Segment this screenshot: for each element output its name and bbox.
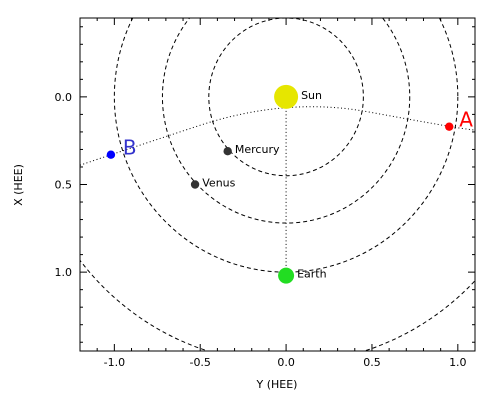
a-marker bbox=[445, 122, 454, 131]
earth-marker bbox=[278, 267, 295, 284]
y-tick-label: 0.0 bbox=[55, 91, 73, 104]
mercury-marker bbox=[223, 147, 232, 156]
earth-label: Earth bbox=[297, 268, 327, 281]
x-tick-label: -1.0 bbox=[104, 356, 125, 369]
x-axis-title: Y (HEE) bbox=[256, 378, 298, 391]
body-labels: Sun Earth Mercury Venus A B bbox=[123, 89, 473, 281]
a-label: A bbox=[459, 108, 473, 132]
y-axis-title: X (HEE) bbox=[12, 164, 25, 206]
sun-label: Sun bbox=[301, 89, 322, 102]
venus-label: Venus bbox=[202, 177, 235, 190]
b-marker bbox=[106, 150, 116, 159]
b-label: B bbox=[123, 136, 137, 160]
plot-frame bbox=[79, 17, 476, 352]
bodies bbox=[106, 84, 454, 284]
venus-marker bbox=[190, 180, 200, 189]
orbit-circles bbox=[80, 18, 475, 351]
x-tick-label: 0.0 bbox=[277, 356, 295, 369]
sun-marker bbox=[274, 84, 299, 109]
y-tick-label: 1.0 bbox=[55, 266, 73, 279]
orbit-circle-4 bbox=[80, 259, 475, 351]
orbit-circle-1 bbox=[208, 18, 364, 177]
mercury-label: Mercury bbox=[235, 143, 280, 156]
x-axis: -1.0 -0.5 0.0 0.5 1.0 bbox=[79, 18, 476, 369]
y-axis: 0.0 0.5 1.0 bbox=[55, 26, 475, 343]
dotted-guides bbox=[80, 96, 475, 276]
x-tick-label: 1.0 bbox=[449, 356, 467, 369]
spacecraft-curve bbox=[80, 106, 475, 166]
x-tick-label: -0.5 bbox=[189, 356, 210, 369]
x-tick-label: 0.5 bbox=[363, 356, 381, 369]
y-tick-label: 0.5 bbox=[55, 179, 73, 192]
